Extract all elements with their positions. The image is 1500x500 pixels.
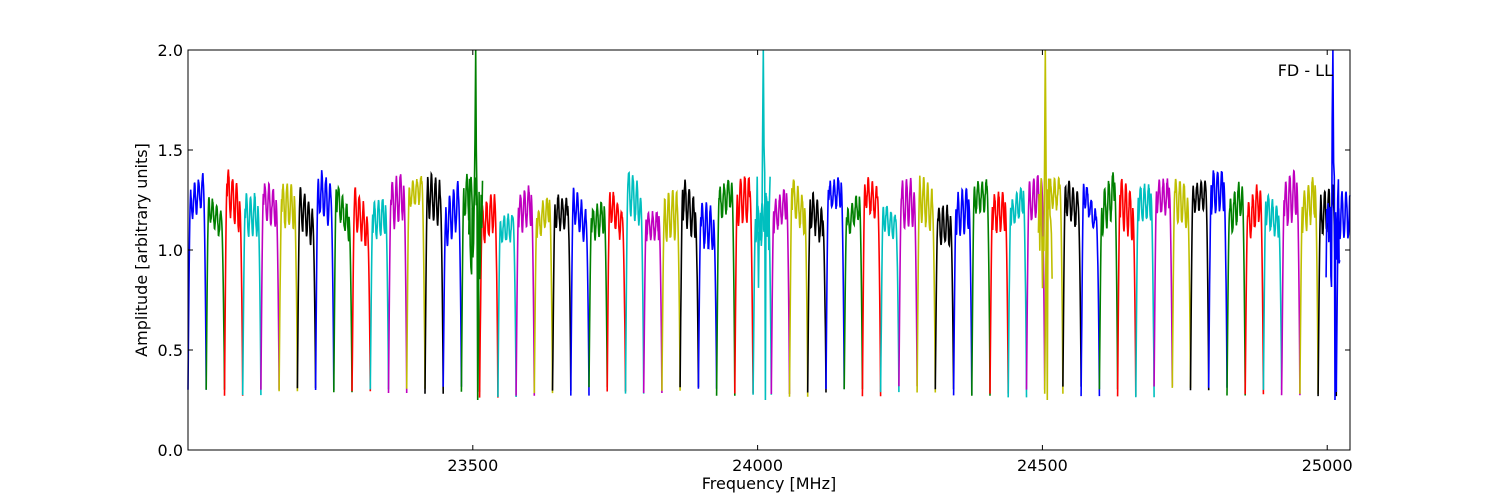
channel-series-line bbox=[843, 195, 864, 390]
x-axis-label: Frequency [MHz] bbox=[702, 474, 836, 493]
channel-series-line bbox=[570, 187, 590, 396]
y-tick-label: 0.0 bbox=[158, 441, 183, 460]
channel-series-line bbox=[1007, 186, 1028, 398]
channel-series-line bbox=[879, 205, 900, 393]
channel-series-line bbox=[806, 191, 827, 393]
channel-series-line bbox=[715, 179, 736, 396]
channel-series-line bbox=[387, 174, 408, 394]
x-ticks: 23500 24000 24500 25000 bbox=[447, 50, 1353, 475]
y-axis-label: Amplitude [arbitrary units] bbox=[132, 143, 151, 357]
channel-series-line bbox=[898, 177, 918, 387]
channel-series-line bbox=[260, 181, 280, 390]
channel-series-line bbox=[661, 189, 681, 391]
x-tick-label: 24500 bbox=[1017, 456, 1068, 475]
spike-line bbox=[1325, 49, 1341, 401]
channel-series-line bbox=[1135, 183, 1155, 398]
channel-series-line bbox=[278, 183, 299, 392]
channel-series-line bbox=[405, 175, 426, 389]
y-tick-label: 1.0 bbox=[158, 241, 183, 260]
channel-series-line bbox=[533, 197, 554, 394]
panel-annotation: FD - LL bbox=[1278, 61, 1333, 80]
channel-series-line bbox=[606, 191, 627, 392]
channel-series-line bbox=[642, 210, 663, 394]
channel-series-line bbox=[825, 177, 845, 390]
channel-series-line bbox=[515, 185, 536, 396]
channel-series-line bbox=[734, 176, 754, 394]
channel-series-line bbox=[1207, 170, 1228, 388]
x-tick-label: 25000 bbox=[1302, 456, 1353, 475]
channel-series-line bbox=[697, 202, 718, 389]
y-tick-label: 2.0 bbox=[158, 41, 183, 60]
channel-series-line bbox=[989, 191, 1009, 394]
channel-series-line bbox=[424, 170, 444, 394]
channel-series-line bbox=[314, 170, 335, 391]
channel-series-line bbox=[369, 199, 390, 390]
plot-lines bbox=[187, 49, 1351, 401]
channel-series-line bbox=[588, 201, 608, 388]
channel-series-line bbox=[351, 187, 372, 392]
channel-series-line bbox=[1116, 178, 1137, 397]
channel-series-line bbox=[861, 177, 882, 397]
channel-series-line bbox=[624, 170, 645, 394]
x-tick-label: 23500 bbox=[447, 456, 498, 475]
x-tick-label: 24000 bbox=[732, 456, 783, 475]
channel-series-line bbox=[770, 189, 791, 395]
channel-series-line bbox=[1189, 178, 1210, 391]
channel-series-line bbox=[1244, 184, 1265, 395]
channel-series-line bbox=[1299, 177, 1319, 394]
channel-series-line bbox=[934, 204, 955, 390]
channel-series-line bbox=[442, 181, 463, 387]
channel-series-line bbox=[551, 194, 572, 391]
channel-series-line bbox=[223, 169, 244, 396]
channel-series-line bbox=[1080, 183, 1101, 397]
channel-series-line bbox=[916, 175, 937, 393]
channel-series-line bbox=[679, 179, 700, 388]
channel-series-line bbox=[333, 184, 353, 393]
channel-series-line bbox=[971, 179, 991, 396]
channel-series-line bbox=[1226, 181, 1246, 396]
channel-series-line bbox=[1153, 178, 1174, 387]
channel-series-line bbox=[788, 179, 809, 397]
y-ticks: 0.0 0.5 1.0 1.5 2.0 bbox=[158, 41, 1350, 460]
channel-series-line bbox=[497, 213, 517, 398]
channel-series-line bbox=[187, 172, 207, 390]
y-tick-label: 0.5 bbox=[158, 341, 183, 360]
channel-series-line bbox=[952, 187, 973, 396]
channel-series-line bbox=[296, 187, 317, 389]
channel-series-line bbox=[1262, 192, 1283, 390]
channel-series-line bbox=[1171, 178, 1192, 388]
channel-series-line bbox=[1098, 172, 1119, 390]
y-tick-label: 1.5 bbox=[158, 141, 183, 160]
channel-series-line bbox=[241, 192, 262, 396]
channel-series-line bbox=[1062, 180, 1082, 387]
channel-series-line bbox=[1280, 169, 1301, 396]
channel-series-line bbox=[205, 197, 226, 390]
